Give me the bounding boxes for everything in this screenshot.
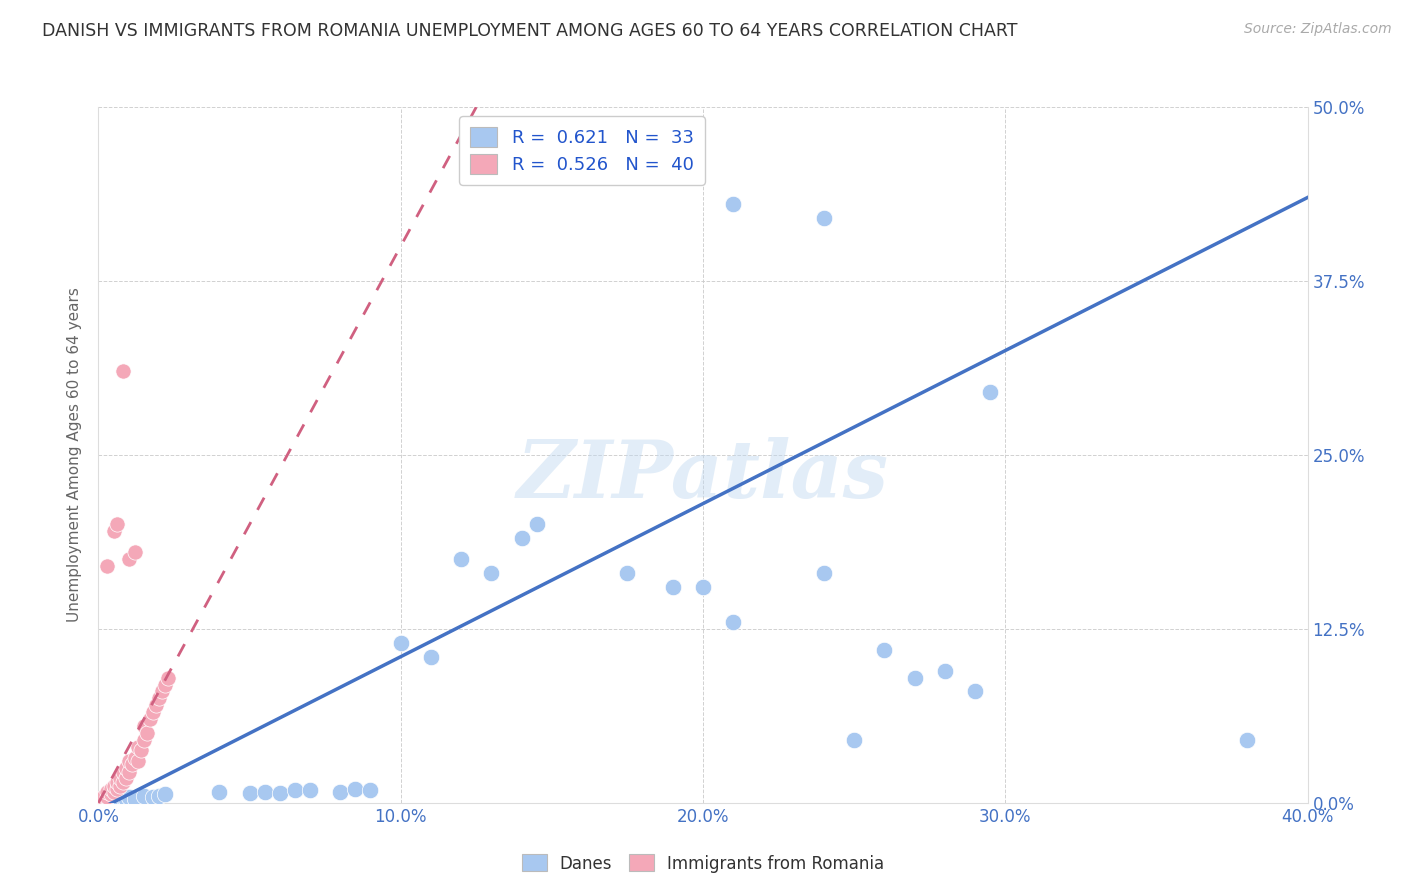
- Point: [96, 791, 118, 805]
- Point: [90, 793, 112, 807]
- Point: [692, 580, 714, 594]
- Point: [124, 791, 146, 805]
- Point: [150, 684, 173, 698]
- Point: [360, 783, 382, 797]
- Point: [93, 789, 115, 803]
- Point: [111, 364, 134, 378]
- Point: [142, 790, 165, 805]
- Point: [96, 785, 118, 799]
- Point: [105, 781, 128, 796]
- Point: [723, 615, 745, 629]
- Point: [299, 783, 322, 797]
- Text: Source: ZipAtlas.com: Source: ZipAtlas.com: [1244, 22, 1392, 37]
- Point: [127, 754, 149, 768]
- Point: [239, 786, 262, 800]
- Y-axis label: Unemployment Among Ages 60 to 64 years: Unemployment Among Ages 60 to 64 years: [67, 287, 83, 623]
- Text: DANISH VS IMMIGRANTS FROM ROMANIA UNEMPLOYMENT AMONG AGES 60 TO 64 YEARS CORRELA: DANISH VS IMMIGRANTS FROM ROMANIA UNEMPL…: [42, 22, 1018, 40]
- Point: [148, 789, 170, 803]
- Point: [105, 517, 128, 532]
- Point: [132, 733, 155, 747]
- Point: [103, 791, 125, 805]
- Point: [253, 785, 276, 799]
- Point: [132, 719, 155, 733]
- Point: [481, 566, 503, 581]
- Point: [100, 788, 122, 802]
- Point: [148, 691, 170, 706]
- Point: [103, 524, 125, 539]
- Point: [124, 545, 146, 559]
- Point: [145, 698, 167, 713]
- Point: [813, 566, 835, 581]
- Point: [813, 211, 835, 226]
- Legend: R =  0.621   N =  33, R =  0.526   N =  40: R = 0.621 N = 33, R = 0.526 N = 40: [460, 116, 704, 185]
- Point: [904, 671, 927, 685]
- Point: [93, 794, 115, 808]
- Point: [979, 385, 1001, 400]
- Point: [111, 790, 134, 805]
- Point: [1236, 733, 1258, 747]
- Point: [100, 793, 122, 807]
- Point: [873, 642, 896, 657]
- Point: [844, 733, 866, 747]
- Point: [111, 765, 134, 780]
- Point: [153, 677, 176, 691]
- Point: [96, 790, 118, 805]
- Point: [114, 791, 136, 805]
- Point: [103, 785, 125, 799]
- Point: [121, 756, 143, 771]
- Point: [389, 636, 412, 650]
- Point: [118, 552, 141, 566]
- Point: [118, 754, 141, 768]
- Point: [103, 779, 125, 793]
- Point: [934, 664, 956, 678]
- Point: [208, 785, 231, 799]
- Point: [124, 751, 146, 765]
- Point: [616, 566, 638, 581]
- Text: ZIPatlas: ZIPatlas: [517, 437, 889, 515]
- Point: [129, 743, 152, 757]
- Point: [965, 684, 987, 698]
- Point: [662, 580, 685, 594]
- Point: [510, 532, 533, 546]
- Point: [344, 781, 367, 796]
- Point: [420, 649, 443, 664]
- Point: [93, 791, 115, 805]
- Point: [127, 740, 149, 755]
- Point: [156, 671, 179, 685]
- Point: [105, 793, 128, 807]
- Point: [723, 197, 745, 211]
- Point: [118, 765, 141, 780]
- Point: [329, 785, 352, 799]
- Point: [526, 517, 548, 532]
- Point: [105, 775, 128, 789]
- Point: [90, 793, 112, 807]
- Point: [118, 790, 141, 805]
- Point: [153, 788, 176, 802]
- Point: [284, 783, 307, 797]
- Legend: Danes, Immigrants from Romania: Danes, Immigrants from Romania: [515, 847, 891, 880]
- Point: [139, 712, 162, 726]
- Point: [132, 789, 155, 803]
- Point: [142, 706, 165, 720]
- Point: [269, 786, 291, 800]
- Point: [108, 771, 131, 785]
- Point: [114, 761, 136, 775]
- Point: [111, 775, 134, 789]
- Point: [100, 781, 122, 796]
- Point: [108, 791, 131, 805]
- Point: [96, 559, 118, 574]
- Point: [135, 726, 157, 740]
- Point: [108, 779, 131, 793]
- Point: [450, 552, 472, 566]
- Point: [114, 771, 136, 785]
